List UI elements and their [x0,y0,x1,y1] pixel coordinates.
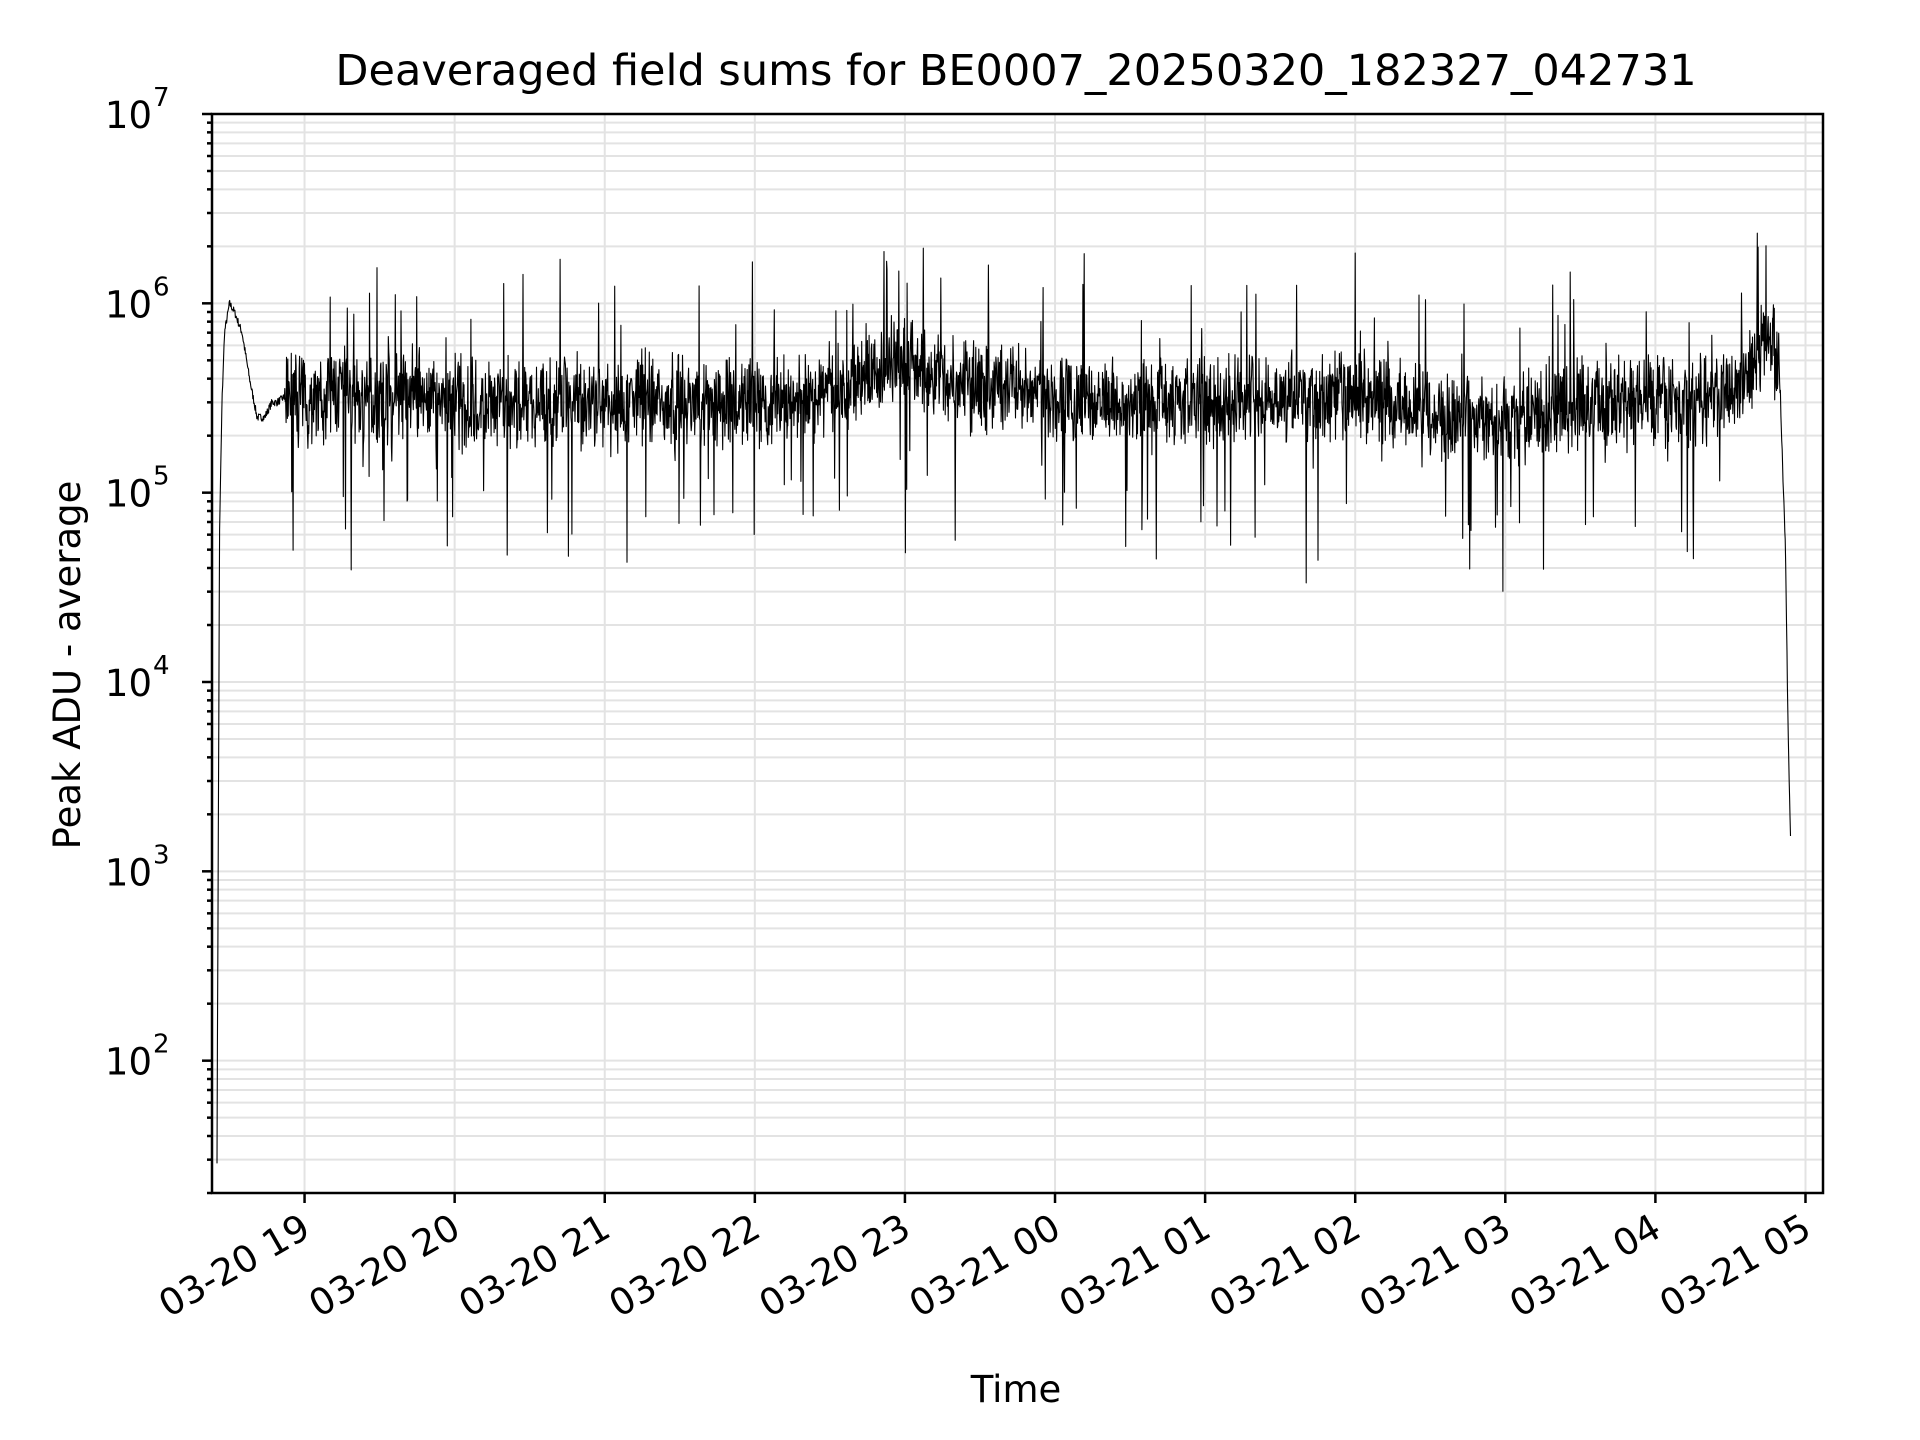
y-tick-base: 10 [105,94,152,137]
y-tick-base: 10 [105,283,152,326]
y-tick-label: 10 [105,1041,152,1084]
x-tick-label: 03-20 21 [452,1206,618,1326]
y-tick-label: 10 [105,94,152,137]
y-tick-label: 10 [105,283,152,326]
x-tick-label: 03-20 23 [752,1206,918,1326]
x-tick-label: 03-21 00 [902,1206,1068,1326]
x-tick-label: 03-20 20 [302,1206,468,1326]
y-tick-exponent: 5 [153,462,170,492]
y-tick-exponent: 2 [153,1030,170,1060]
x-tick-label: 03-21 05 [1652,1206,1818,1326]
chart-title: Deaveraged field sums for BE0007_2025032… [335,46,1696,96]
x-axis-label: Time [970,1368,1062,1411]
y-tick-base: 10 [105,1041,152,1084]
y-tick-exponent: 7 [153,83,170,113]
y-tick-label: 10 [105,662,152,705]
series-line [216,232,1792,1164]
series-layer [216,232,1792,1164]
y-axis-label: Peak ADU - average [46,481,89,850]
y-tick-exponent: 4 [153,651,170,681]
y-tick-base: 10 [105,851,152,894]
x-tick-label: 03-21 01 [1052,1206,1218,1326]
x-tick-label: 03-21 03 [1352,1206,1518,1326]
y-tick-exponent: 3 [153,840,170,870]
y-tick-label: 10 [105,851,152,894]
x-tick-label: 03-20 19 [151,1206,317,1326]
y-tick-base: 10 [105,662,152,705]
y-tick-label: 10 [105,473,152,516]
y-tick-exponent: 6 [153,272,170,302]
x-tick-label: 03-21 04 [1502,1206,1668,1326]
x-tick-label: 03-21 02 [1202,1206,1368,1326]
x-tick-label: 03-20 22 [602,1206,768,1326]
y-tick-base: 10 [105,473,152,516]
grid [212,113,1823,1194]
plot-area-frame [210,112,1825,1195]
